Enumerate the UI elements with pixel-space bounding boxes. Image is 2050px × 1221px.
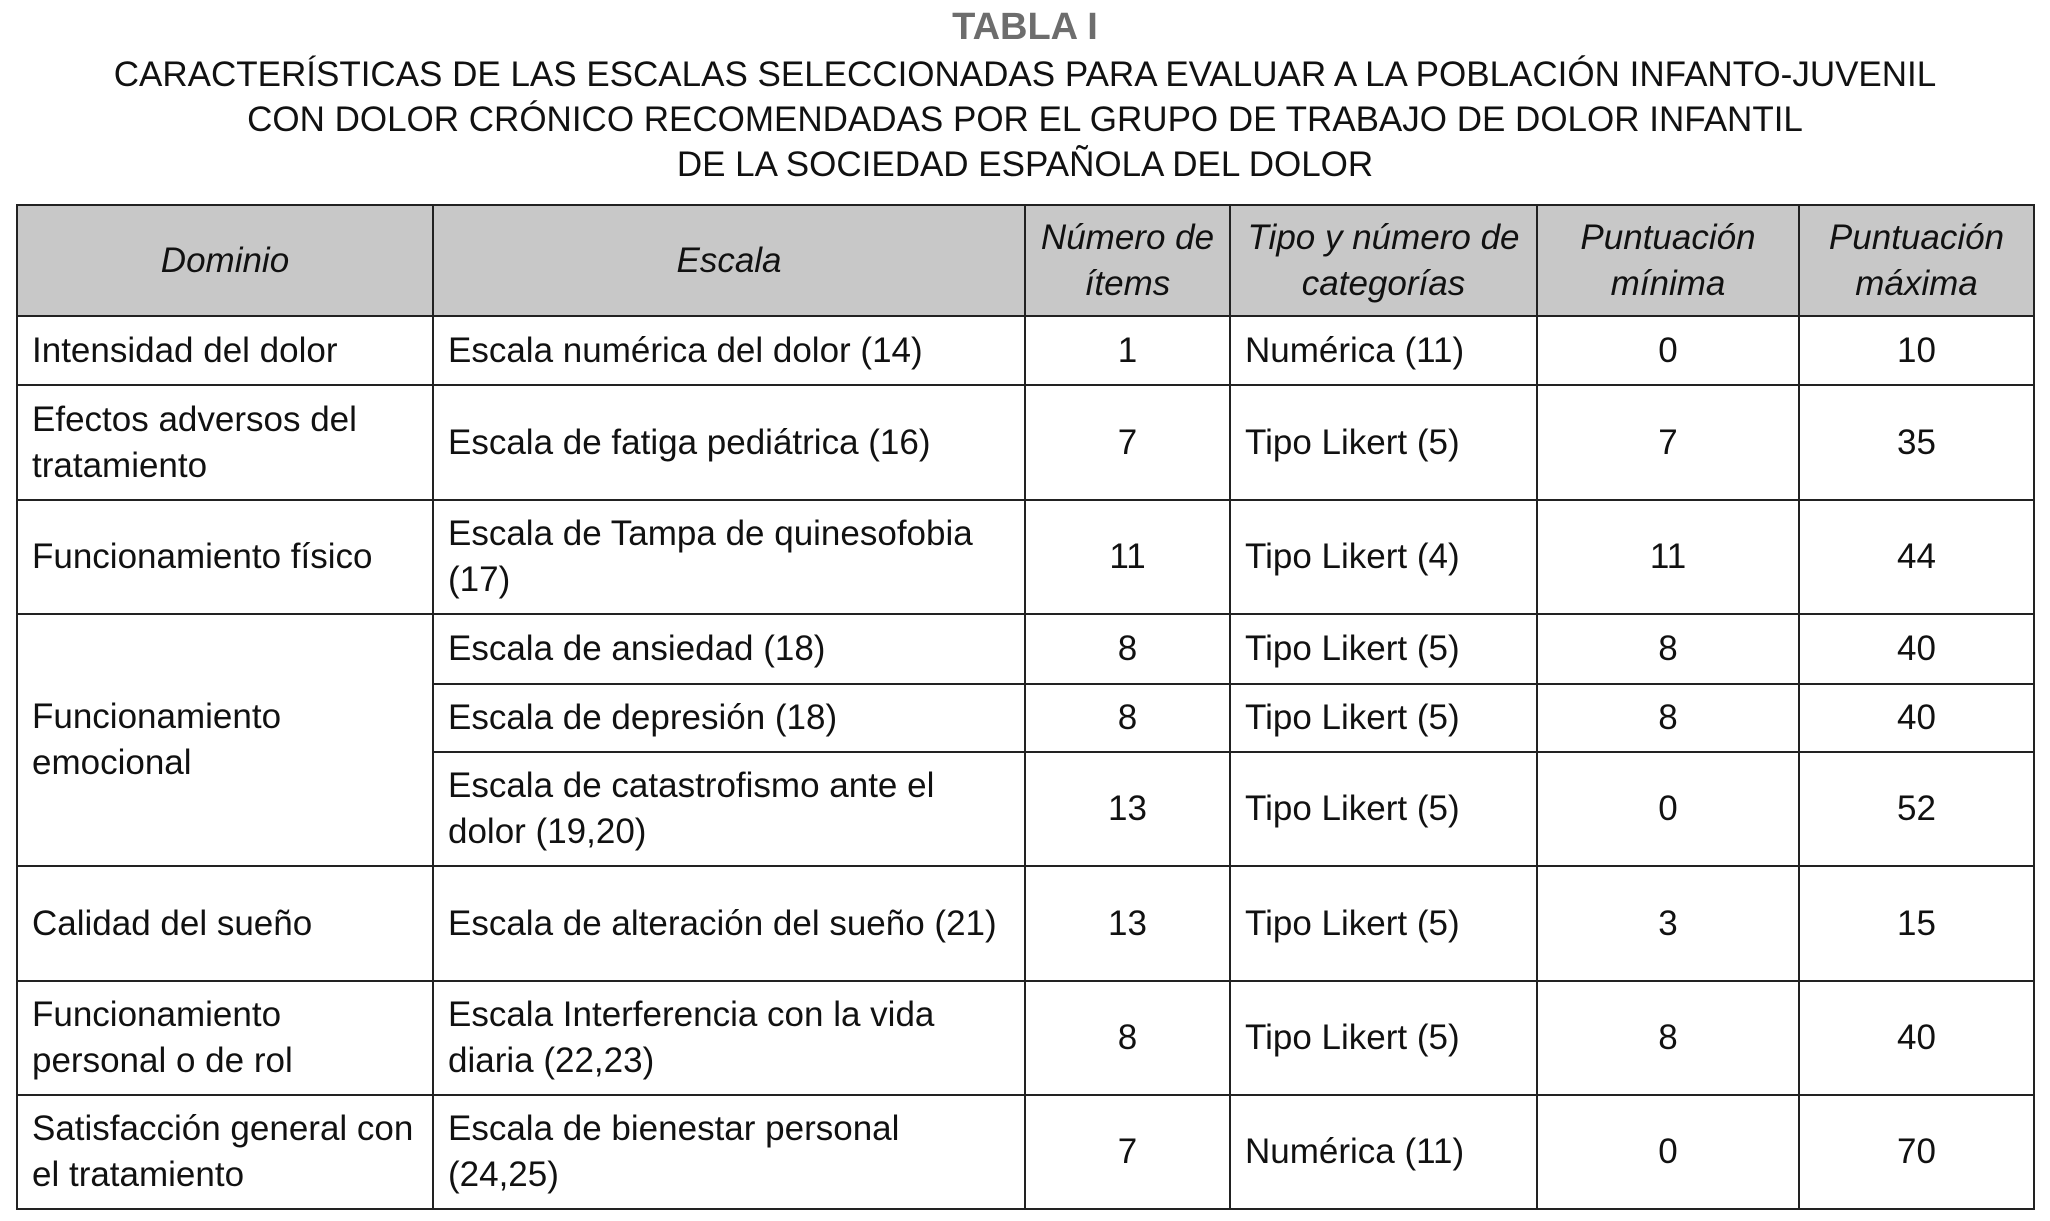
cell-escala: Escala de depresión (18) (432, 683, 1026, 753)
cell-dominio: Efectos adversos del tratamiento (16, 384, 434, 501)
table-row: Escala de depresión (18) 8 Tipo Likert (5)… (17, 683, 2035, 753)
cell-escala: Escala de alteración del sueño (21) (432, 865, 1026, 982)
table-header-row: Dominio Escala Número de ítems Tipo y nú… (16, 204, 2035, 317)
cell-max: 40 (1798, 683, 2035, 753)
cell-min: 0 (1536, 1094, 1800, 1210)
cell-max: 40 (1798, 613, 2035, 685)
cell-tipo: Tipo Likert (5) (1229, 683, 1538, 753)
header-items: Número de ítems (1024, 204, 1231, 317)
subtitle-line: DE LA SOCIEDAD ESPAÑOLA DEL DOLOR (676, 145, 1374, 184)
cell-tipo: Tipo Likert (4) (1229, 499, 1538, 615)
cell-min: 11 (1536, 499, 1800, 615)
cell-min: 8 (1536, 683, 1800, 753)
cell-tipo: Tipo Likert (5) (1229, 384, 1538, 501)
table-row: Funcionamiento personal o de rol Escala I… (16, 980, 2035, 1096)
cell-max: 15 (1798, 865, 2035, 982)
cell-escala: Escala de catastrofismo ante el dolor (1… (432, 751, 1026, 867)
table-row: Calidad del sueño Escala de alteración de… (16, 865, 2035, 982)
cell-items: 11 (1024, 499, 1231, 615)
cell-tipo: Numérica (11) (1229, 1094, 1538, 1210)
cell-min: 8 (1536, 980, 1800, 1096)
cell-dominio: Funcionamiento personal o de rol (16, 980, 434, 1096)
cell-dominio: Funcionamiento emocional (16, 613, 434, 867)
cell-items: 8 (1024, 683, 1231, 753)
cell-max: 52 (1798, 751, 2035, 867)
scales-table: Dominio Escala Número de ítems Tipo y nú… (16, 204, 2035, 1210)
cell-min: 3 (1536, 865, 1800, 982)
cell-dominio: Intensidad del dolor (16, 315, 434, 386)
cell-escala: Escala de bienestar personal (24,25) (432, 1094, 1026, 1210)
cell-dominio: Satisfacción general con el tratamiento (16, 1094, 434, 1210)
cell-escala: Escala de Tampa de quinesofobia (17) (432, 499, 1026, 615)
cell-min: 7 (1536, 384, 1800, 501)
subtitle-line: CARACTERÍSTICAS DE LAS ESCALAS SELECCION… (113, 55, 1937, 94)
cell-escala: Escala de ansiedad (18) (432, 613, 1026, 685)
table-row: Escala de catastrofismo ante el dolor (1… (17, 751, 2035, 867)
table-title: TABLA I (952, 6, 1098, 48)
cell-items: 7 (1024, 1094, 1231, 1210)
cell-max: 35 (1798, 384, 2035, 501)
cell-tipo: Tipo Likert (5) (1229, 613, 1538, 685)
cell-tipo: Numérica (11) (1229, 315, 1538, 386)
cell-tipo: Tipo Likert (5) (1229, 980, 1538, 1096)
cell-escala: Escala de fatiga pediátrica (16) (432, 384, 1026, 501)
cell-items: 8 (1024, 980, 1231, 1096)
header-max: Puntuación máxima (1798, 204, 2035, 317)
cell-max: 40 (1798, 980, 2035, 1096)
table-subtitle: CARACTERÍSTICAS DE LAS ESCALAS SELECCION… (0, 52, 2050, 187)
subtitle-line: CON DOLOR CRÓNICO RECOMENDADAS POR EL GR… (247, 100, 1803, 139)
cell-items: 13 (1024, 865, 1231, 982)
cell-tipo: Tipo Likert (5) (1229, 865, 1538, 982)
cell-items: 7 (1024, 384, 1231, 501)
header-tipo: Tipo y número de categorías (1229, 204, 1538, 317)
cell-escala: Escala numérica del dolor (14) (432, 315, 1026, 386)
cell-tipo: Tipo Likert (5) (1229, 751, 1538, 867)
table-row: Efectos adversos del tratamiento Escala d… (16, 384, 2035, 501)
cell-items: 13 (1024, 751, 1231, 867)
cell-max: 10 (1798, 315, 2035, 386)
table-row: Funcionamiento físico Escala de Tampa de … (16, 499, 2035, 615)
cell-min: 0 (1536, 315, 1800, 386)
cell-dominio: Funcionamiento físico (16, 499, 434, 615)
table-row: Intensidad del dolor Escala numérica del … (16, 315, 2035, 386)
header-dominio: Dominio (16, 204, 434, 317)
table-row: Funcionamiento emocional Escala de ansied… (16, 613, 2035, 867)
cell-min: 0 (1536, 751, 1800, 867)
header-escala: Escala (432, 204, 1026, 317)
cell-max: 70 (1798, 1094, 2035, 1210)
cell-min: 8 (1536, 613, 1800, 685)
table-row: Satisfacción general con el tratamiento E… (16, 1094, 2035, 1210)
cell-items: 1 (1024, 315, 1231, 386)
cell-dominio: Calidad del sueño (16, 865, 434, 982)
cell-items: 8 (1024, 613, 1231, 685)
cell-escala: Escala Interferencia con la vida diaria … (432, 980, 1026, 1096)
header-min: Puntuación mínima (1536, 204, 1800, 317)
cell-max: 44 (1798, 499, 2035, 615)
